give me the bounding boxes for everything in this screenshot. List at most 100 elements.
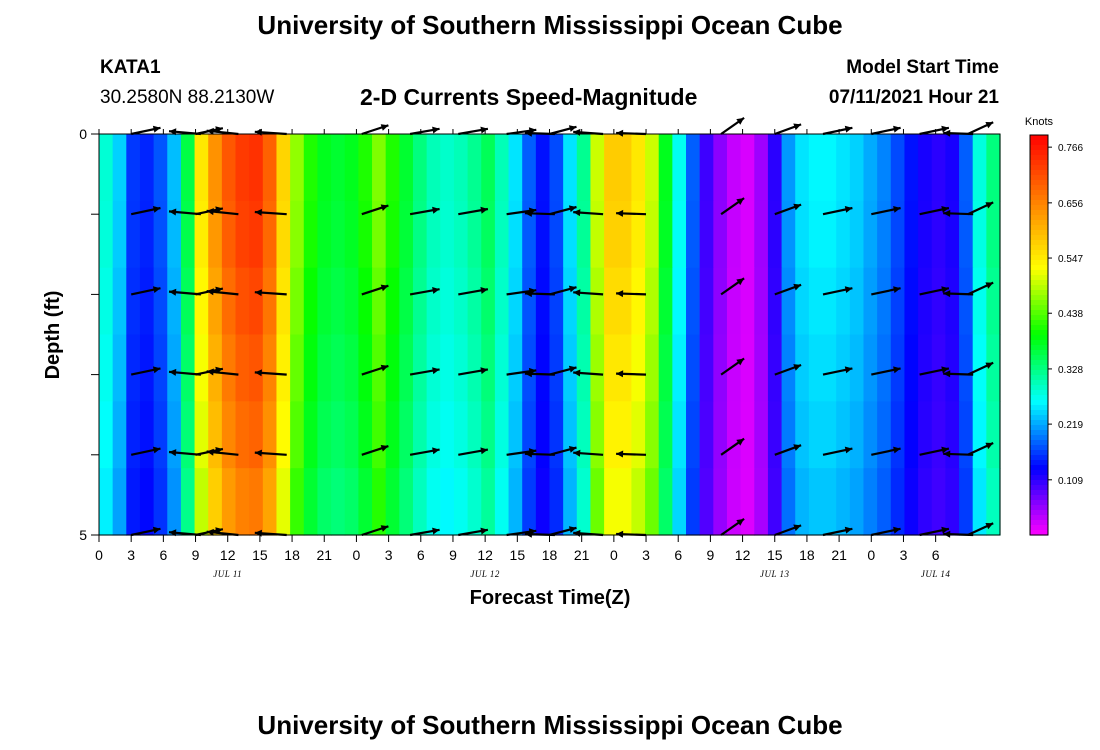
heatmap-cell (412, 200, 428, 269)
colorbar-segment (1030, 365, 1048, 371)
heatmap-cell (658, 334, 673, 402)
vector-arrowhead (568, 205, 577, 213)
heatmap-cell (126, 401, 141, 469)
heatmap-cell (208, 134, 223, 202)
vector-arrowhead (432, 287, 440, 294)
vector-arrowhead (893, 526, 901, 534)
heatmap-cell (290, 267, 305, 336)
heatmap-cell (494, 334, 510, 402)
heatmap-cell (849, 200, 865, 269)
heatmap-cell (918, 468, 933, 536)
vector-arrowhead (943, 290, 951, 298)
heatmap-cell (535, 134, 551, 202)
heatmap-cell (576, 134, 592, 202)
heatmap-cell (849, 334, 865, 402)
x-tick-label: 21 (316, 547, 332, 563)
heatmap-cell (303, 267, 319, 336)
heatmap-cell (262, 134, 278, 202)
heatmap-cell (99, 468, 114, 536)
heatmap-cell (822, 401, 837, 469)
colorbar-segment (1030, 350, 1048, 356)
heatmap-cell (153, 200, 168, 269)
heatmap-cell (508, 468, 523, 536)
heatmap-cell (795, 401, 810, 469)
vector-arrowhead (254, 289, 262, 297)
heatmap-cell (767, 134, 783, 202)
heatmap-cell (986, 134, 1001, 202)
heatmap-cell (672, 468, 687, 536)
heatmap-cell (385, 401, 400, 469)
colorbar-unit: Knots (1025, 116, 1054, 128)
heatmap-cell (767, 468, 783, 536)
heatmap-cell (672, 134, 687, 202)
heatmap-cell (453, 267, 469, 336)
vector-arrowhead (524, 450, 532, 458)
heatmap-cell (399, 401, 414, 469)
heatmap-cell (686, 200, 701, 269)
x-tick-label: 0 (867, 547, 875, 563)
vector-arrowhead (616, 370, 624, 378)
heatmap-cell (754, 334, 769, 402)
heatmap-cell (290, 200, 305, 269)
heatmap-cell (153, 468, 168, 536)
colorbar-segment (1030, 165, 1048, 171)
colorbar-segment (1030, 425, 1048, 431)
colorbar-segment (1030, 300, 1048, 306)
heatmap-cell (563, 401, 578, 469)
heatmap-cell (918, 200, 933, 269)
heatmap-cell (276, 267, 291, 336)
vector-arrowhead (893, 206, 901, 213)
heatmap-cell (972, 134, 987, 202)
heatmap-cell (481, 200, 496, 269)
heatmap-cell (440, 468, 455, 536)
heatmap-cell (303, 334, 319, 402)
heatmap-cell (453, 401, 469, 469)
heatmap-cell (440, 267, 455, 336)
colorbar-segment (1030, 245, 1048, 251)
heatmap-cell (713, 468, 728, 536)
heatmap-cell (317, 468, 332, 536)
vector-arrowhead (941, 286, 949, 293)
heatmap-cell (808, 200, 824, 269)
colorbar-segment (1030, 410, 1048, 416)
heatmap-cell (986, 334, 1001, 402)
heatmap-cell (167, 401, 182, 469)
heatmap-cell (945, 134, 960, 202)
heatmap-cell (235, 134, 250, 202)
heatmap-cell (822, 200, 837, 269)
colorbar-segment (1030, 295, 1048, 301)
heatmap-cell (795, 134, 810, 202)
heatmap-cell (890, 134, 906, 202)
colorbar-segment (1030, 315, 1048, 321)
heatmap-cell (563, 267, 578, 336)
x-tick-label: 3 (385, 547, 393, 563)
heatmap-cell (604, 468, 619, 536)
heatmap-cell (590, 334, 605, 402)
heatmap-cell (508, 267, 523, 336)
heatmap-cell (726, 267, 742, 336)
heatmap-cell (180, 334, 196, 402)
heatmap-cell (139, 334, 155, 402)
heatmap-cell (399, 200, 414, 269)
colorbar-segment (1030, 265, 1048, 271)
x-tick-label: 6 (417, 547, 425, 563)
heatmap-cell (494, 468, 510, 536)
heatmap-cell (399, 468, 414, 536)
heatmap-cell (645, 200, 660, 269)
heatmap-cell (836, 200, 851, 269)
vector-arrowhead (985, 202, 994, 209)
colorbar-segment (1030, 200, 1048, 206)
heatmap-cell (276, 134, 291, 202)
vector-arrowhead (941, 366, 949, 374)
heatmap-cell (658, 468, 673, 536)
colorbar-segment (1030, 485, 1048, 491)
station-id: KATA1 (100, 57, 161, 78)
colorbar-segment (1030, 405, 1048, 411)
colorbar-segment (1030, 155, 1048, 161)
vector-arrowhead (568, 446, 577, 453)
colorbar-segment (1030, 420, 1048, 426)
heatmap-cell (863, 468, 878, 536)
heatmap-cell (849, 134, 865, 202)
heatmap-cell (372, 134, 387, 202)
heatmap-cell (699, 200, 714, 269)
